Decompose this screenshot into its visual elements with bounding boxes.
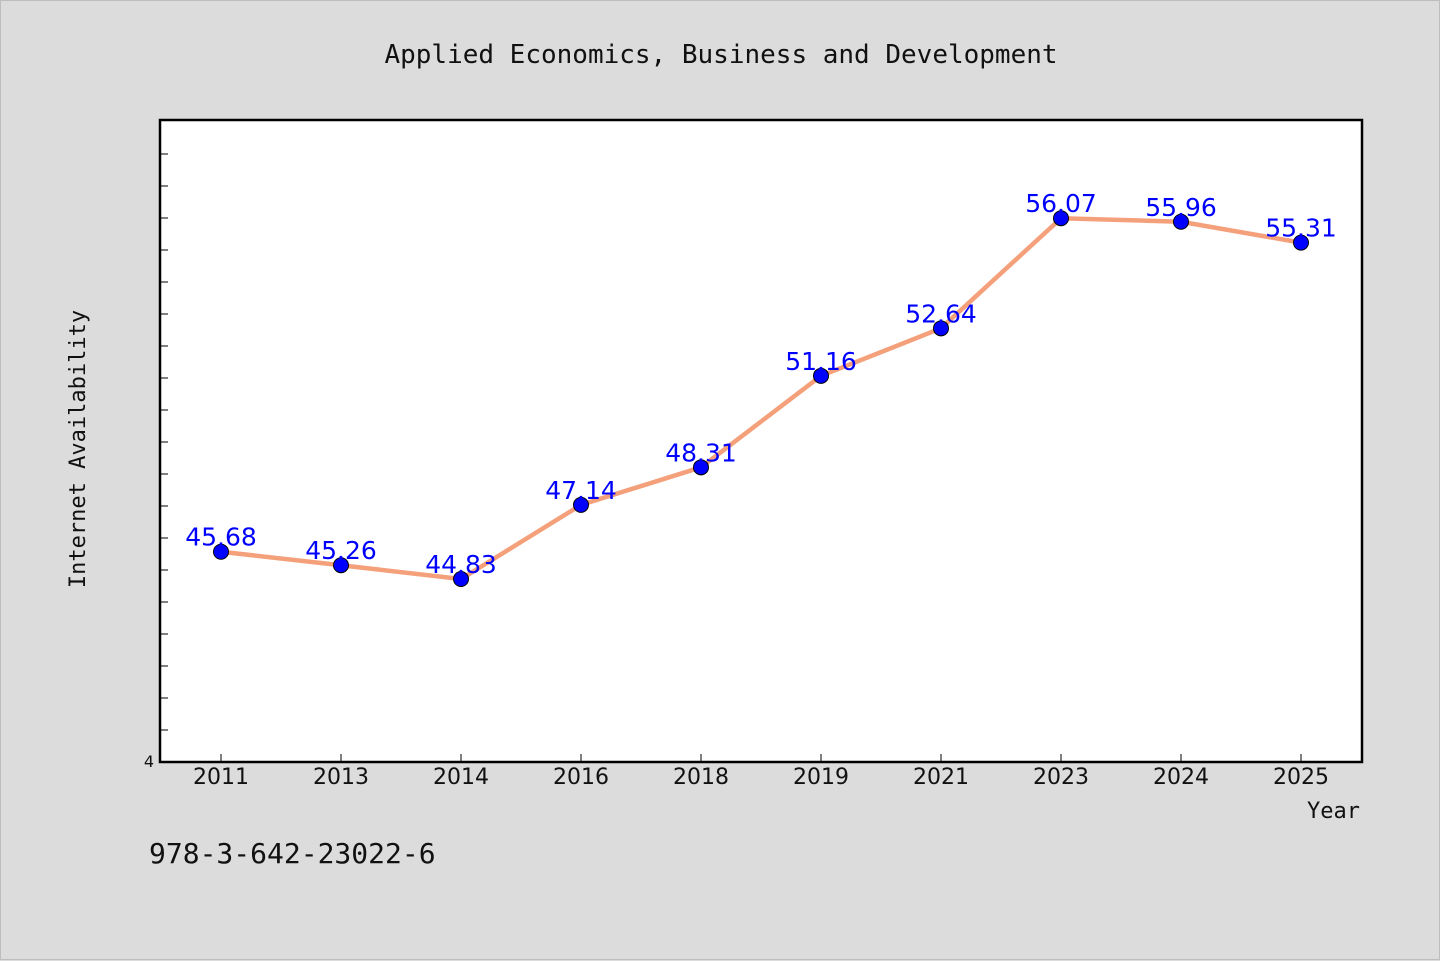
data-point xyxy=(573,496,589,513)
series-line xyxy=(220,215,1302,582)
x-tick-label: 2011 xyxy=(193,765,249,790)
data-point xyxy=(693,459,709,476)
data-label: 45.68 xyxy=(185,523,257,552)
x-tick-label: 2019 xyxy=(793,765,849,790)
x-tick-label: 2024 xyxy=(1153,765,1209,790)
data-label: 55.31 xyxy=(1265,214,1337,243)
x-axis-label: Year xyxy=(1307,799,1360,824)
x-tick-label: 2014 xyxy=(433,765,489,790)
x-tick-label: 2025 xyxy=(1273,765,1329,790)
x-tick-label: 2023 xyxy=(1033,765,1089,790)
data-point xyxy=(933,320,949,337)
data-label: 47.14 xyxy=(545,476,617,505)
series-points-group xyxy=(213,210,1309,588)
x-tick-label: 2018 xyxy=(673,765,729,790)
data-point xyxy=(1173,213,1189,230)
x-axis-tick-labels: 2011 2013 2014 2016 2018 2019 2021 2023 2024 2025 xyxy=(193,765,1329,790)
data-label: 44.83 xyxy=(425,550,497,579)
data-point xyxy=(213,543,229,560)
plot-area xyxy=(158,118,1364,764)
x-tick-label: 2021 xyxy=(913,765,969,790)
data-labels-group: 45.68 45.26 44.83 47.14 48.31 51.16 52.64 56.07… xyxy=(185,189,1337,579)
x-tick-label: 2013 xyxy=(313,765,369,790)
data-label: 48.31 xyxy=(665,438,737,467)
chart-title: Applied Economics, Business and Developm… xyxy=(384,40,1057,70)
x-axis-ticks xyxy=(220,754,1302,762)
data-point xyxy=(813,367,829,384)
data-label: 55.96 xyxy=(1145,193,1217,222)
data-label: 52.64 xyxy=(905,299,977,328)
data-point xyxy=(453,571,469,588)
y-axis-ticks xyxy=(160,153,168,731)
data-label: 45.26 xyxy=(305,536,377,565)
data-label: 51.16 xyxy=(785,347,857,376)
series-line-group xyxy=(220,215,1302,582)
x-tick-label: 2016 xyxy=(553,765,609,790)
y-tick-label: 4 xyxy=(144,752,154,771)
y-axis-label: Internet Availability xyxy=(66,310,91,588)
data-point xyxy=(333,557,349,574)
data-point xyxy=(1293,234,1309,251)
isbn-footer: 978-3-642-23022-6 xyxy=(149,837,436,870)
data-label: 56.07 xyxy=(1025,189,1097,218)
data-point xyxy=(1053,210,1069,227)
